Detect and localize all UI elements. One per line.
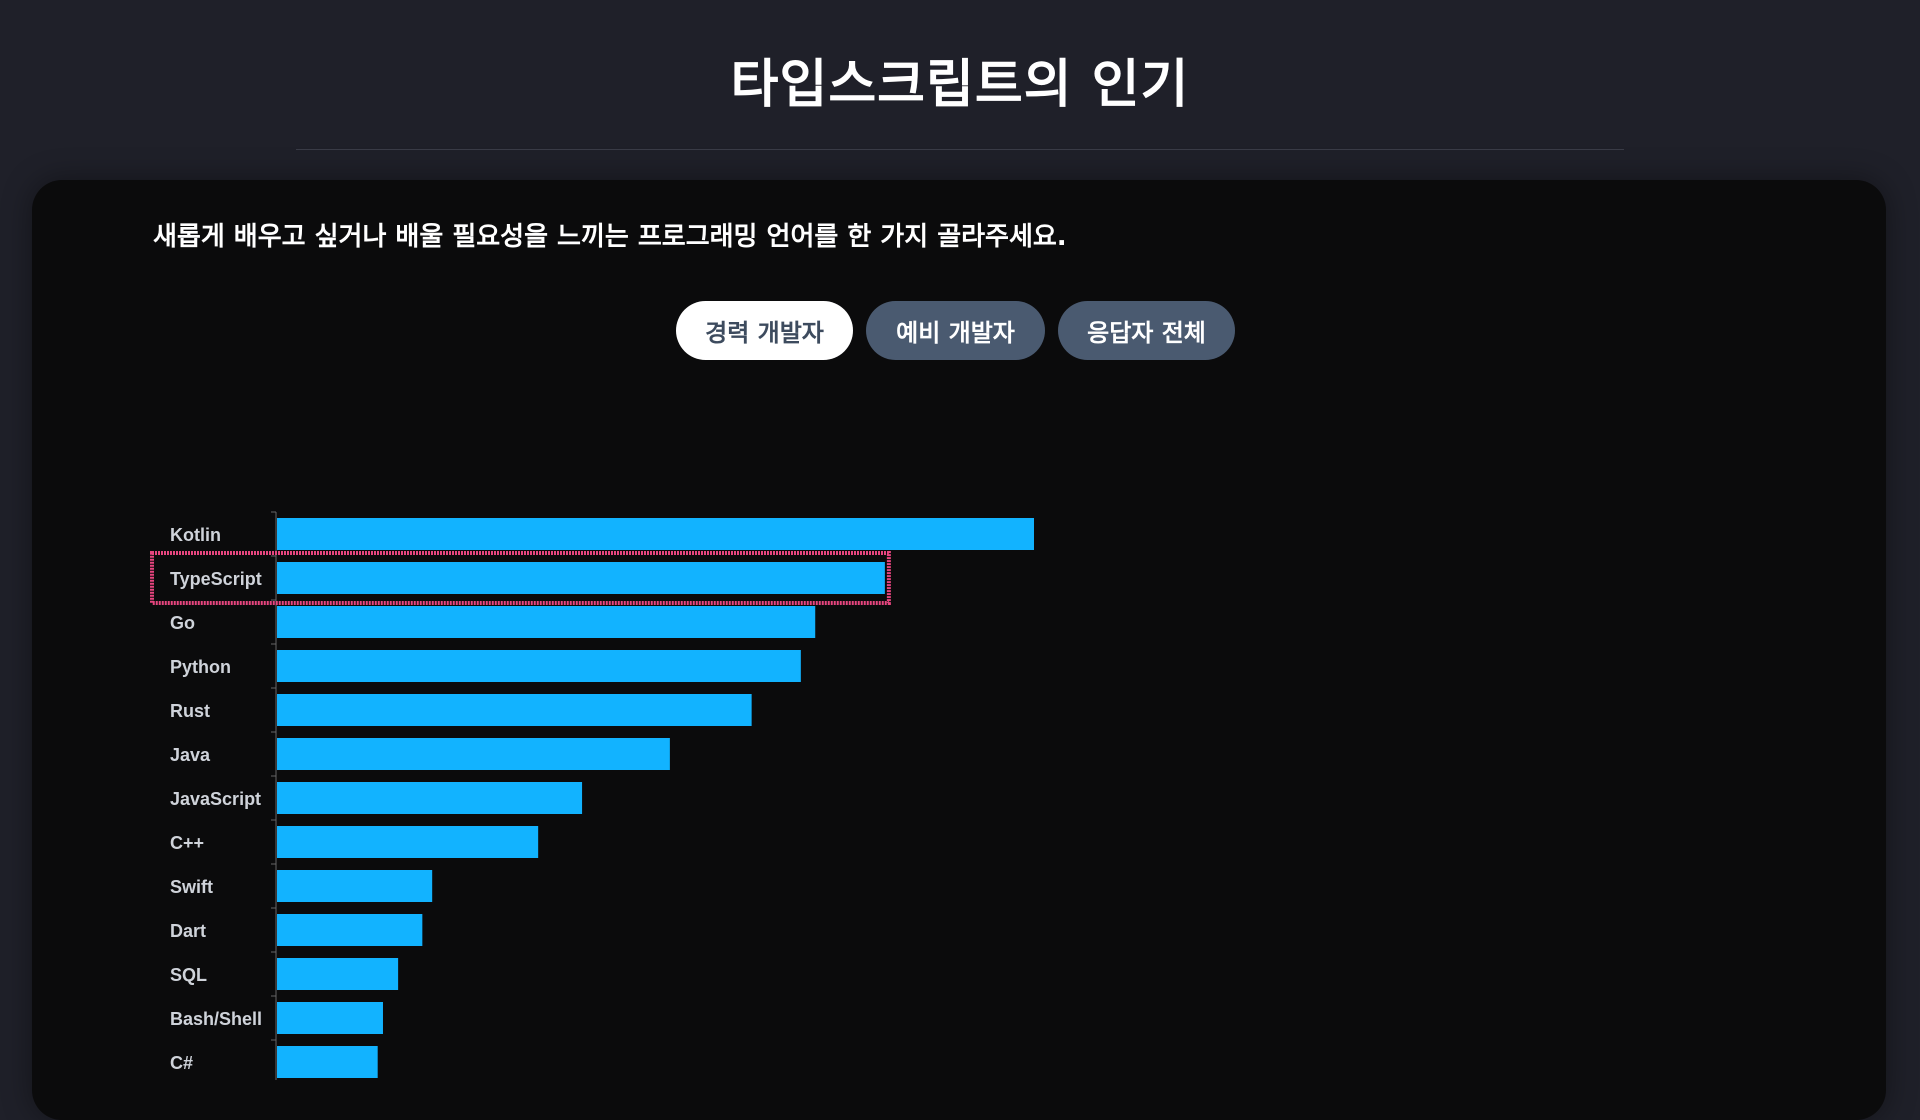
category-label: C# [170, 1053, 193, 1073]
bar-c- [277, 1046, 378, 1078]
category-label: Java [170, 745, 211, 765]
highlight-box [150, 551, 891, 605]
bar-bash-shell [277, 1002, 383, 1034]
category-label: C++ [170, 833, 204, 853]
filter-aspiring-button[interactable]: 예비 개발자 [866, 301, 1045, 360]
page-title: 타입스크립트의 인기 [730, 55, 1190, 115]
bar-typescript [277, 562, 885, 594]
category-label: Swift [170, 877, 213, 897]
bar-javascript [277, 782, 583, 814]
bar-python [277, 650, 801, 682]
filter-all-button[interactable]: 응답자 전체 [1058, 301, 1235, 360]
bar-java [277, 738, 670, 770]
bar-kotlin [277, 518, 1034, 550]
category-label: TypeScript [170, 569, 262, 589]
bar-chart: Kotlin TypeScript Go Python Rust Java JavaScri… [150, 511, 1034, 1080]
survey-question: 새롭게 배우고 싶거나 배울 필요성을 느끼는 프로그래밍 언어를 한 가지 골… [153, 222, 1067, 252]
bar-go [277, 606, 816, 638]
category-label: Rust [170, 701, 210, 721]
category-label: Kotlin [170, 525, 221, 545]
category-label: Bash/Shell [170, 1009, 262, 1029]
filter-experienced-button[interactable]: 경력 개발자 [676, 301, 853, 360]
category-label: Python [170, 657, 231, 677]
bar-rust [277, 694, 752, 726]
bar-sql [277, 958, 399, 990]
title-divider [296, 149, 1624, 150]
category-label: JavaScript [170, 789, 261, 809]
bar-c- [277, 826, 539, 858]
category-label: Dart [170, 921, 206, 941]
bar-swift [277, 870, 433, 902]
bar-dart [277, 914, 423, 946]
category-label: Go [170, 613, 195, 633]
category-label: SQL [170, 965, 207, 985]
